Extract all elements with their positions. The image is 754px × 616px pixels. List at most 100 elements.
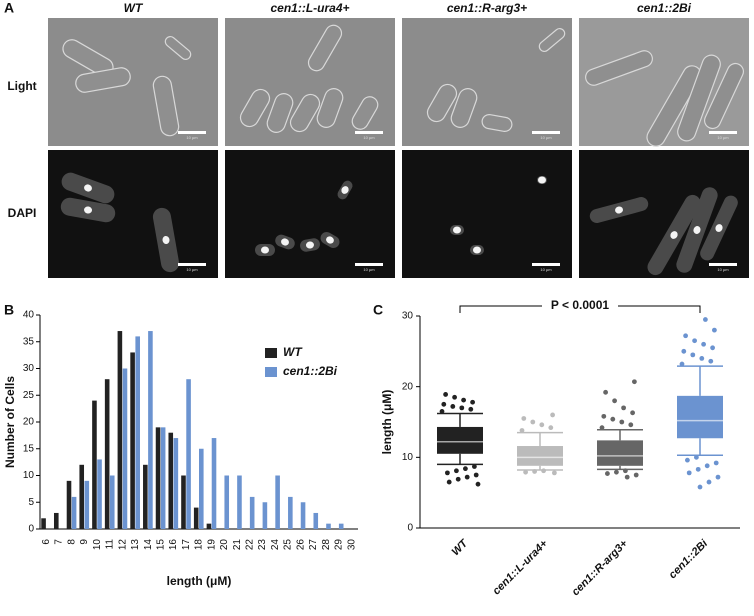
y-tick-label: 30 bbox=[402, 311, 414, 322]
cell-body bbox=[585, 50, 653, 86]
cell-body bbox=[266, 93, 294, 133]
y-tick-label: 40 bbox=[23, 310, 35, 321]
cell bbox=[75, 67, 131, 93]
cell bbox=[351, 96, 379, 130]
x-tick-label: 28 bbox=[321, 539, 332, 551]
outlier bbox=[445, 470, 450, 476]
nucleus bbox=[306, 241, 314, 249]
x-tick-label: 18 bbox=[194, 539, 205, 551]
bar bbox=[181, 475, 186, 529]
y-tick-label: 0 bbox=[407, 523, 413, 534]
outlier bbox=[683, 333, 688, 339]
bar bbox=[275, 475, 280, 529]
outlier bbox=[632, 379, 637, 385]
scale-bar-label: 10 µm bbox=[540, 267, 552, 272]
x-tick-label: 15 bbox=[155, 539, 166, 551]
cell bbox=[307, 24, 343, 72]
outlier bbox=[623, 468, 628, 474]
outlier bbox=[612, 398, 617, 404]
y-axis-label: Number of Cells bbox=[3, 376, 17, 468]
outlier bbox=[464, 474, 470, 480]
scale-bar-label: 10 µm bbox=[717, 267, 729, 272]
outlier bbox=[463, 466, 468, 472]
cell-body bbox=[646, 65, 702, 147]
bar bbox=[53, 512, 59, 529]
cell bbox=[703, 62, 745, 130]
outlier bbox=[475, 481, 481, 487]
outlier bbox=[692, 338, 697, 344]
x-tick-label: 20 bbox=[219, 539, 230, 551]
bar bbox=[237, 475, 242, 529]
outlier bbox=[694, 454, 699, 460]
cell bbox=[481, 114, 513, 132]
column-header: cen1::R-arg3+ bbox=[447, 1, 527, 15]
outlier bbox=[619, 419, 625, 425]
cell bbox=[646, 65, 702, 147]
cell bbox=[152, 75, 180, 137]
bar bbox=[71, 496, 77, 529]
bar bbox=[92, 400, 97, 529]
bar bbox=[109, 475, 115, 529]
scale-bar bbox=[532, 263, 560, 266]
bar bbox=[143, 464, 148, 529]
scale-bar-label: 10 µm bbox=[186, 267, 198, 272]
cell bbox=[239, 88, 271, 128]
cell bbox=[152, 207, 180, 273]
outlier bbox=[541, 468, 546, 474]
cell bbox=[255, 244, 275, 256]
column-header: WT bbox=[124, 1, 144, 15]
x-tick-label: 19 bbox=[206, 539, 217, 551]
outlier bbox=[686, 470, 692, 476]
scale-bar bbox=[355, 263, 383, 266]
outlier bbox=[473, 472, 479, 478]
bar bbox=[249, 496, 255, 529]
row-label: DAPI bbox=[8, 206, 37, 220]
legend-label: WT bbox=[283, 345, 303, 359]
outlier bbox=[710, 345, 715, 351]
x-tick-label: 22 bbox=[245, 539, 256, 551]
x-tick-label: 26 bbox=[295, 539, 306, 551]
x-tick-label: 14 bbox=[143, 539, 154, 551]
y-tick-label: 20 bbox=[23, 417, 35, 428]
cell bbox=[337, 180, 353, 200]
bar bbox=[338, 523, 344, 529]
y-axis-label: length (μM) bbox=[380, 390, 394, 455]
outlier bbox=[548, 425, 554, 431]
cell-body bbox=[426, 83, 458, 123]
x-tick-label: 24 bbox=[270, 539, 281, 551]
cell bbox=[320, 232, 340, 248]
outlier bbox=[452, 394, 457, 400]
bar bbox=[79, 464, 85, 529]
bar bbox=[186, 379, 191, 529]
nucleus bbox=[261, 246, 269, 254]
nucleus bbox=[473, 246, 481, 254]
cell-body bbox=[481, 114, 513, 132]
bar bbox=[148, 331, 153, 529]
panel-label: C bbox=[373, 302, 383, 318]
outlier bbox=[715, 474, 721, 480]
x-tick-label: 7 bbox=[54, 539, 65, 545]
y-tick-label: 10 bbox=[402, 452, 414, 463]
bar bbox=[130, 352, 135, 529]
x-tick-label: 12 bbox=[117, 539, 128, 551]
scale-bar-label: 10 µm bbox=[363, 267, 375, 272]
x-tick-label: 27 bbox=[308, 539, 319, 551]
y-tick-label: 20 bbox=[402, 381, 414, 392]
cell bbox=[164, 35, 192, 61]
scale-bar bbox=[709, 263, 737, 266]
outlier bbox=[628, 422, 634, 428]
legend-label: cen1::2Bi bbox=[283, 364, 338, 378]
column-header: cen1::2Bi bbox=[637, 1, 692, 15]
scale-bar-label: 10 µm bbox=[186, 135, 198, 140]
outlier bbox=[552, 470, 557, 476]
outlier bbox=[446, 479, 452, 485]
panel-label: B bbox=[4, 302, 14, 318]
cell bbox=[700, 195, 738, 261]
nucleus bbox=[615, 206, 623, 214]
cell bbox=[426, 83, 458, 123]
outlier bbox=[601, 413, 607, 419]
outlier bbox=[708, 358, 714, 364]
bar bbox=[104, 379, 110, 529]
x-tick-label: WT bbox=[450, 537, 471, 558]
